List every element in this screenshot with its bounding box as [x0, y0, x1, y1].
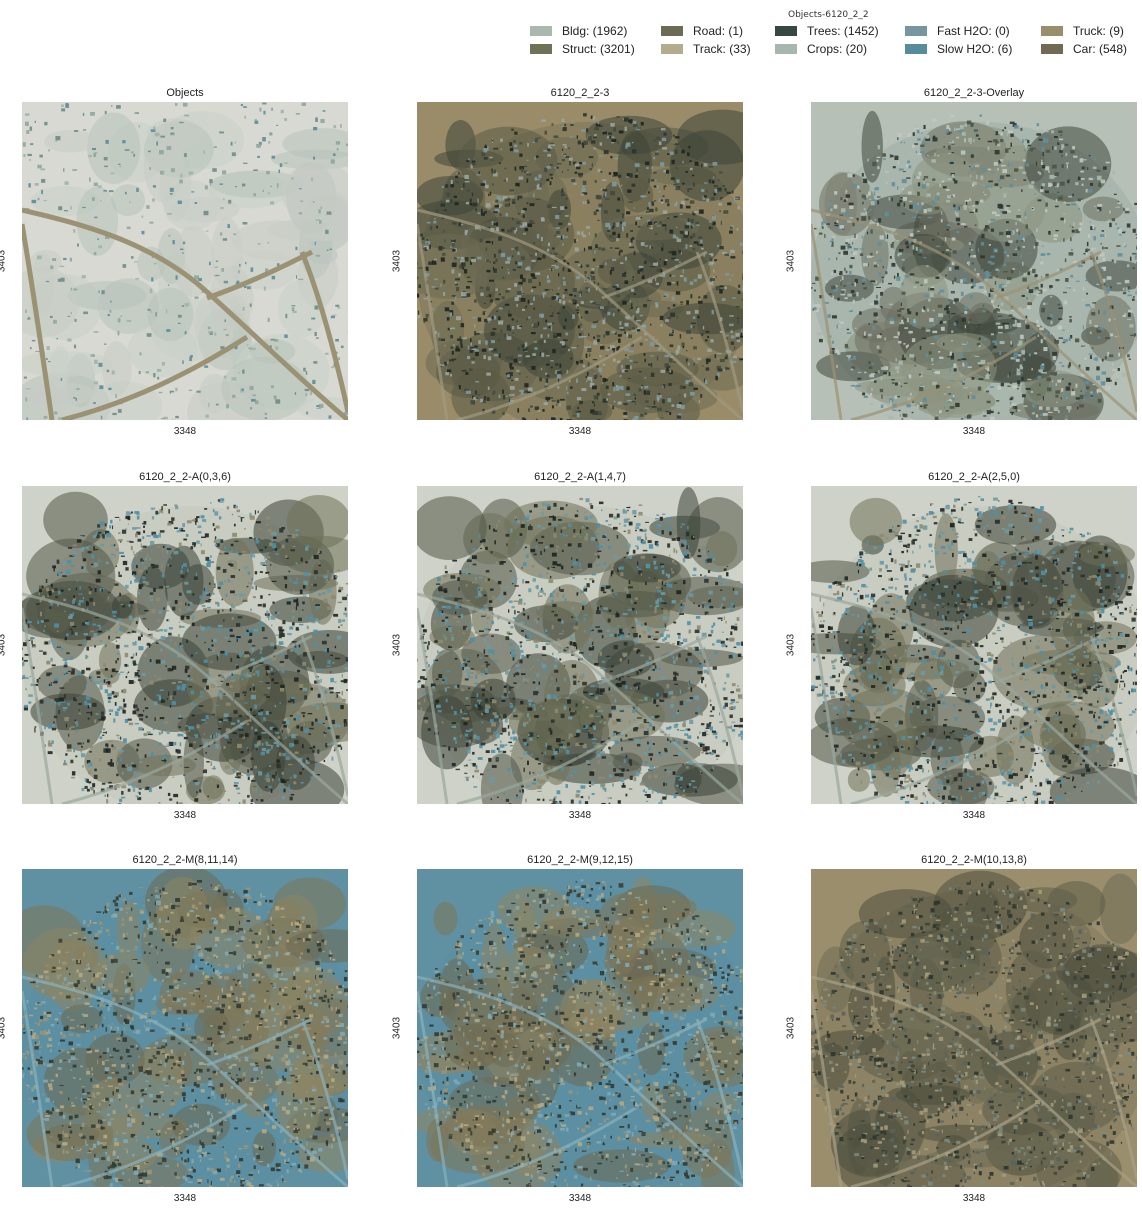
panel-image [417, 869, 743, 1187]
y-axis-label: 3403 [0, 249, 8, 273]
y-axis-label: 3403 [785, 249, 797, 273]
legend-item-car: Car: (548) [1041, 42, 1127, 56]
legend-label: Bldg: (1962) [562, 24, 628, 38]
panel-title: 6120_2_2-3 [550, 87, 610, 99]
x-axis-label: 3348 [568, 810, 592, 821]
legend-label: Trees: (1452) [807, 24, 879, 38]
panel-image [22, 486, 348, 804]
legend-swatch [530, 44, 552, 54]
legend-item-crops: Crops: (20) [775, 42, 867, 56]
legend-item-road: Road: (1) [661, 24, 743, 38]
legend: Bldg: (1962) Struct: (3201) Road: (1) Tr… [530, 24, 1135, 60]
legend-item-trees: Trees: (1452) [775, 24, 879, 38]
legend-item-truck: Truck: (9) [1041, 24, 1124, 38]
panel-image [811, 869, 1137, 1187]
panel-title: Objects [166, 87, 204, 99]
panel-title: 6120_2_2-3-Overlay [923, 87, 1025, 99]
x-axis-label: 3348 [962, 426, 986, 437]
x-axis-label: 3348 [173, 810, 197, 821]
y-axis-label: 3403 [785, 1016, 797, 1040]
legend-label: Struct: (3201) [562, 42, 635, 56]
x-axis-label: 3348 [568, 1193, 592, 1204]
panel-image [417, 486, 743, 804]
panel-title: 6120_2_2-A(2,5,0) [928, 471, 1020, 483]
legend-title: Objects-6120_2_2 [788, 10, 869, 20]
x-axis-label: 3348 [962, 810, 986, 821]
legend-label: Car: (548) [1073, 42, 1128, 56]
panel-title: 6120_2_2-A(0,3,6) [139, 471, 231, 483]
legend-swatch [1041, 26, 1063, 36]
legend-swatch [661, 44, 683, 54]
legend-item-bldg: Bldg: (1962) [530, 24, 627, 38]
legend-label: Truck: (9) [1073, 24, 1124, 38]
legend-swatch [775, 26, 797, 36]
legend-swatch [530, 26, 552, 36]
legend-swatch [775, 44, 797, 54]
panel-title: 6120_2_2-M(9,12,15) [527, 854, 633, 866]
legend-label: Crops: (20) [807, 42, 868, 56]
panel-image [417, 102, 743, 420]
y-axis-label: 3403 [785, 633, 797, 657]
y-axis-label: 3403 [391, 1016, 403, 1040]
y-axis-label: 3403 [0, 633, 8, 657]
legend-item-struct: Struct: (3201) [530, 42, 635, 56]
panel-image [811, 486, 1137, 804]
legend-label: Slow H2O: (6) [937, 42, 1013, 56]
x-axis-label: 3348 [173, 426, 197, 437]
y-axis-label: 3403 [0, 1016, 8, 1040]
legend-label: Road: (1) [693, 24, 744, 38]
legend-swatch [1041, 44, 1063, 54]
legend-item-fast-h2o: Fast H2O: (0) [905, 24, 1010, 38]
legend-item-slow-h2o: Slow H2O: (6) [905, 42, 1012, 56]
y-axis-label: 3403 [391, 249, 403, 273]
legend-swatch [905, 26, 927, 36]
legend-swatch [905, 44, 927, 54]
x-axis-label: 3348 [962, 1193, 986, 1204]
panel-title: 6120_2_2-M(10,13,8) [921, 854, 1027, 866]
y-axis-label: 3403 [391, 633, 403, 657]
panel-image [22, 869, 348, 1187]
legend-swatch [661, 26, 683, 36]
panel-title: 6120_2_2-M(8,11,14) [132, 854, 238, 866]
legend-label: Fast H2O: (0) [937, 24, 1010, 38]
panel-image [22, 102, 348, 420]
legend-label: Track: (33) [693, 42, 751, 56]
legend-item-track: Track: (33) [661, 42, 751, 56]
x-axis-label: 3348 [568, 426, 592, 437]
x-axis-label: 3348 [173, 1193, 197, 1204]
panel-image [811, 102, 1137, 420]
panel-title: 6120_2_2-A(1,4,7) [534, 471, 626, 483]
